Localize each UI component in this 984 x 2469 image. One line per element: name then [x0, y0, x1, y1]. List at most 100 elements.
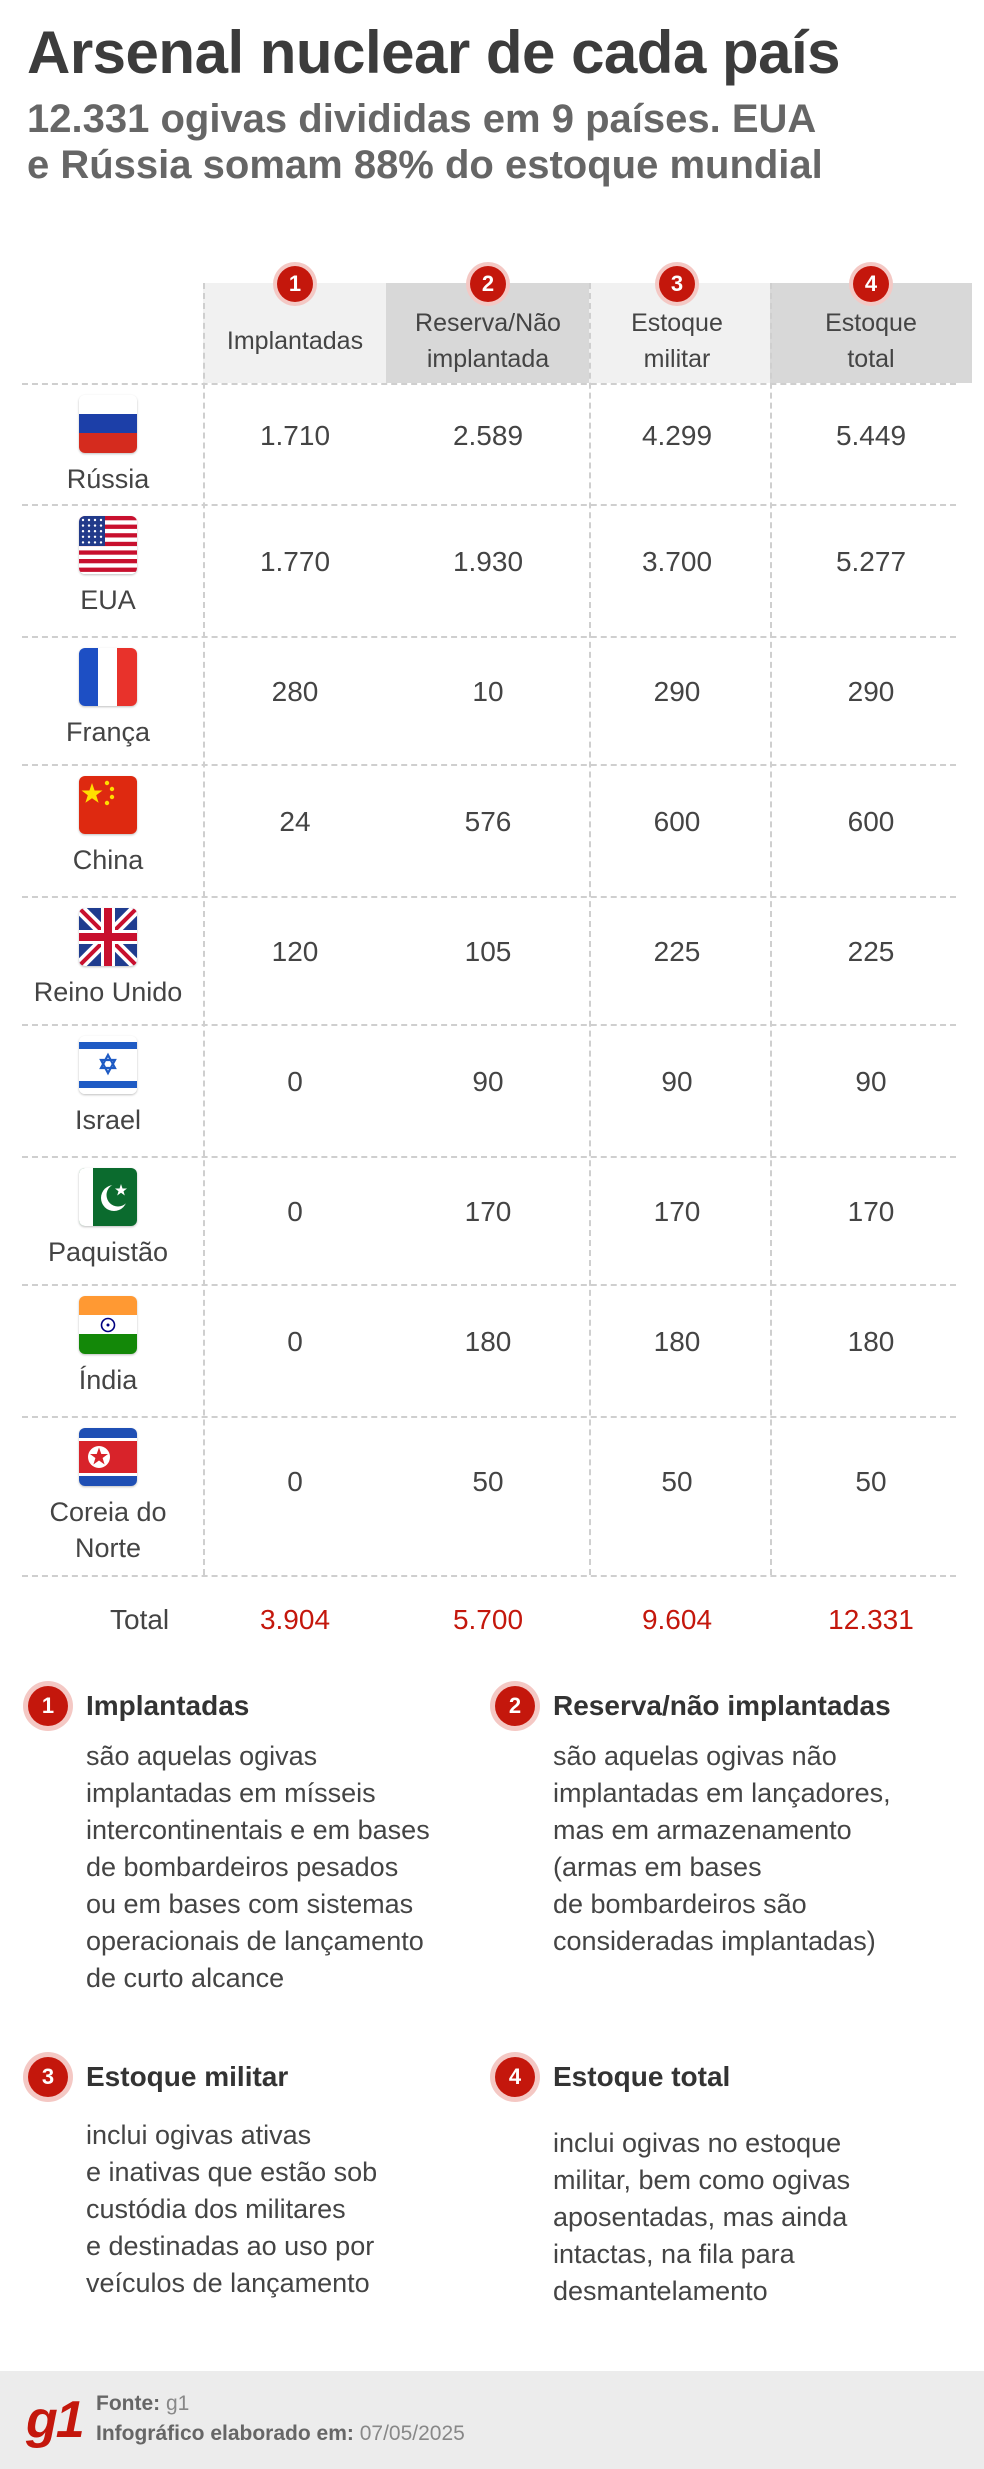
column-divider: [589, 283, 591, 1575]
country-label: Coreia do Norte: [49, 1497, 167, 1563]
table-cell: 90: [661, 1066, 693, 1097]
table-cell: 90: [472, 1066, 504, 1097]
table-cell: 180: [464, 1326, 512, 1357]
country-label: Índia: [78, 1365, 138, 1395]
column-header: Reserva/Não implantada: [415, 309, 561, 373]
row-divider: [22, 1575, 956, 1577]
column-header: Implantadas: [226, 327, 364, 355]
total-cell: 9.604: [641, 1604, 713, 1635]
table-cell: 10: [472, 676, 504, 707]
table-cell: 90: [855, 1066, 887, 1097]
row-divider: [22, 764, 956, 766]
country-label: China: [72, 845, 144, 875]
total-cell: 3.904: [259, 1604, 331, 1635]
table-cell: 170: [847, 1196, 895, 1227]
column-header: Estoque militar: [631, 309, 723, 373]
table-cell: 0: [287, 1466, 303, 1497]
column-number-badge: 3: [659, 266, 695, 302]
country-label: EUA: [80, 585, 136, 615]
g1-logo: g1: [26, 2391, 85, 2449]
north-korea-flag: [79, 1428, 137, 1486]
table-cell: 50: [855, 1466, 887, 1497]
legend-description: são aquelas ogivas implantadas em míssei…: [86, 1741, 430, 1993]
russia-flag: [79, 395, 137, 453]
date-value: 07/05/2025: [359, 2422, 465, 2445]
source-line: Fonte: g1: [96, 2392, 189, 2416]
pakistan-flag: [79, 1168, 137, 1226]
table-cell: 600: [653, 806, 701, 837]
table-cell: 5.449: [835, 420, 907, 451]
table-cell: 225: [653, 936, 701, 967]
legend-number-badge: 1: [28, 1686, 68, 1726]
total-label: Total: [110, 1604, 170, 1635]
page-title: Arsenal nuclear de cada país: [27, 19, 841, 86]
table-cell: 180: [847, 1326, 895, 1357]
france-flag: [79, 648, 137, 706]
table-cell: 120: [271, 936, 319, 967]
country-label: França: [65, 717, 151, 747]
row-divider: [22, 1024, 956, 1026]
total-cell: 12.331: [828, 1604, 914, 1635]
country-label: Rússia: [66, 464, 150, 494]
legend-description: inclui ogivas no estoque militar, bem co…: [553, 2128, 851, 2306]
table-cell: 280: [271, 676, 319, 707]
row-divider: [22, 1156, 956, 1158]
source-label: Fonte:: [96, 2392, 161, 2415]
legend-description: são aquelas ogivas não implantadas em la…: [553, 1741, 891, 1956]
row-divider: [22, 636, 956, 638]
table-cell: 1.770: [259, 546, 331, 577]
table-cell: 1.930: [452, 546, 524, 577]
row-divider: [22, 383, 956, 385]
table-cell: 3.700: [641, 546, 713, 577]
table-cell: 24: [279, 806, 311, 837]
table-cell: 2.589: [452, 420, 524, 451]
source-value: g1: [166, 2392, 190, 2415]
row-divider: [22, 504, 956, 506]
table-cell: 290: [653, 676, 701, 707]
row-divider: [22, 1416, 956, 1418]
table-cell: 0: [287, 1066, 303, 1097]
legend-number-badge: 3: [28, 2057, 68, 2097]
uk-flag: [79, 908, 137, 966]
column-number-badge: 4: [853, 266, 889, 302]
table-cell: 290: [847, 676, 895, 707]
legend-description: inclui ogivas ativas e inativas que estã…: [86, 2120, 378, 2298]
legend-number-badge: 2: [495, 1686, 535, 1726]
legend-number-badge: 4: [495, 2057, 535, 2097]
country-label: Israel: [74, 1105, 142, 1135]
country-label: Reino Unido: [33, 977, 183, 1007]
page-subtitle: 12.331 ogivas divididas em 9 países. EUA…: [27, 97, 823, 187]
legend-title: Estoque militar: [86, 2061, 289, 2092]
country-label: Paquistão: [47, 1237, 169, 1267]
column-number-badge: 2: [470, 266, 506, 302]
date-label: Infográfico elaborado em:: [96, 2422, 354, 2445]
table-cell: 1.710: [259, 420, 331, 451]
table-cell: 105: [464, 936, 512, 967]
table-cell: 170: [653, 1196, 701, 1227]
column-number-badge: 1: [277, 266, 313, 302]
table-cell: 0: [287, 1196, 303, 1227]
table-cell: 50: [661, 1466, 693, 1497]
column-divider: [203, 283, 205, 1575]
table-cell: 225: [847, 936, 895, 967]
table-cell: 0: [287, 1326, 303, 1357]
footer: [0, 2371, 984, 2469]
column-header: Estoque total: [825, 309, 917, 373]
usa-flag: [79, 516, 137, 574]
table-cell: 50: [472, 1466, 504, 1497]
table-cell: 180: [653, 1326, 701, 1357]
row-divider: [22, 896, 956, 898]
table-cell: 4.299: [641, 420, 713, 451]
table-cell: 5.277: [835, 546, 907, 577]
china-flag: [79, 776, 137, 834]
date-line: Infográfico elaborado em: 07/05/2025: [96, 2422, 465, 2446]
column-divider: [770, 283, 772, 1575]
legend-title: Estoque total: [553, 2061, 731, 2092]
table-cell: 170: [464, 1196, 512, 1227]
row-divider: [22, 1284, 956, 1286]
israel-flag: [79, 1036, 137, 1094]
india-flag: [79, 1296, 137, 1354]
legend-title: Implantadas: [86, 1690, 250, 1721]
total-cell: 5.700: [452, 1604, 524, 1635]
table-cell: 600: [847, 806, 895, 837]
